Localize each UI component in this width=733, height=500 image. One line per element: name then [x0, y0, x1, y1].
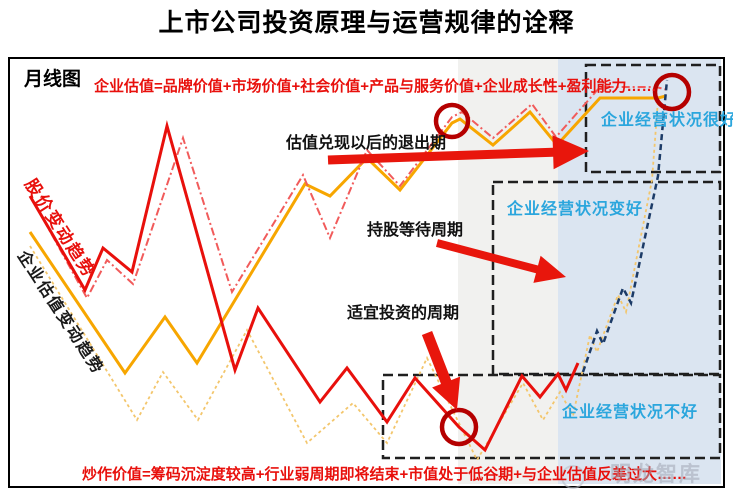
highlight-circle-bottom	[439, 407, 479, 447]
holding-period-annotation: 持股等待周期	[367, 222, 464, 239]
highlight-circle-top-right	[652, 72, 692, 112]
status-better-label: 企业经营状况变好	[507, 201, 644, 218]
chart-type-label: 月线图	[24, 69, 82, 90]
status-very-good-label: 企业经营状况很好	[601, 112, 733, 129]
zone-very-good-dashed-box	[584, 63, 722, 174]
page-title: 上市公司投资原理与运营规律的诠释	[158, 9, 575, 37]
invest-period-annotation: 适宜投资的周期	[347, 305, 460, 322]
exit-period-annotation: 估值兑现以后的退出期	[286, 135, 447, 152]
watermark-text: 明龙智库	[610, 463, 702, 486]
price-dashdot-line	[35, 86, 669, 301]
valuation-formula-text: 企业估值=品牌价值+市场价值+社会价值+产品与服务价值+企业成长性+盈利能力……	[94, 78, 657, 95]
band-blue	[558, 59, 721, 484]
zone-better-dashed-box	[491, 180, 722, 376]
future-price-dashed-line	[581, 79, 669, 373]
arrow-holding-period	[436, 239, 566, 283]
price-actual-line	[28, 120, 580, 453]
status-bad-label: 企业经营状况不好	[562, 404, 699, 421]
speculation-formula-text: 炒作价值=筹码沉淀度较高+行业弱周期即将结束+市值处于低谷期+与企业估值反差过大…	[82, 466, 688, 483]
arrow-invest-period	[421, 331, 461, 410]
highlight-circle-top-left	[433, 102, 471, 140]
arrow-exit-period	[327, 135, 589, 170]
watermark-logo-ring	[561, 465, 585, 489]
